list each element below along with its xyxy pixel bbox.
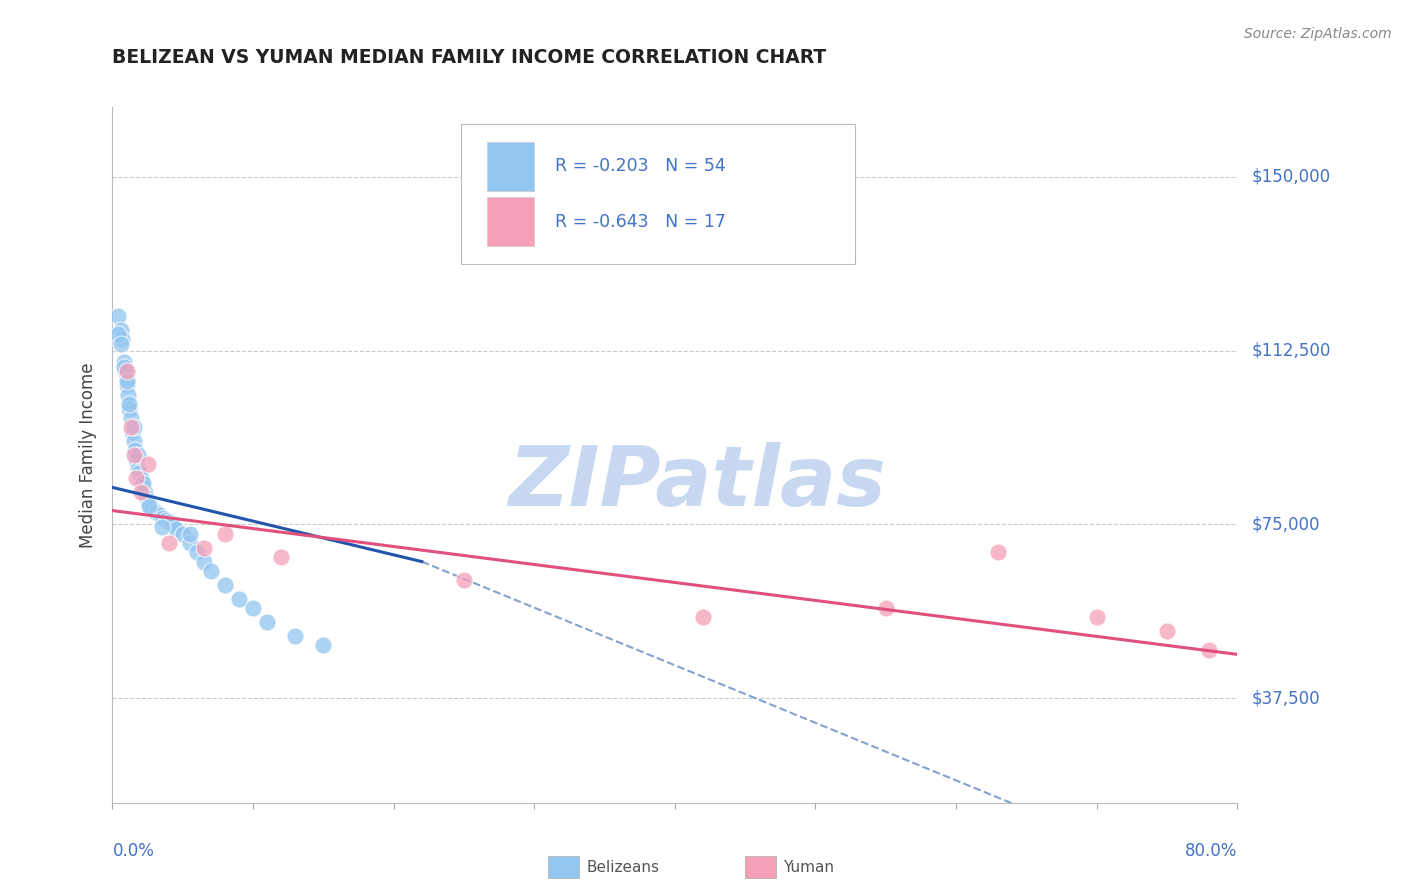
Point	[125, 452, 148, 467]
Point	[136, 494, 159, 508]
Point	[139, 499, 162, 513]
Y-axis label: Median Family Income: Median Family Income	[79, 362, 97, 548]
Point	[129, 471, 152, 485]
Text: BELIZEAN VS YUMAN MEDIAN FAMILY INCOME CORRELATION CHART: BELIZEAN VS YUMAN MEDIAN FAMILY INCOME C…	[112, 48, 827, 67]
Point	[152, 510, 174, 524]
FancyBboxPatch shape	[486, 197, 534, 246]
FancyBboxPatch shape	[486, 142, 534, 191]
FancyBboxPatch shape	[461, 124, 855, 263]
Point	[214, 578, 236, 592]
Point	[134, 485, 156, 500]
Text: $112,500: $112,500	[1251, 342, 1330, 359]
Point	[117, 387, 139, 401]
Point	[200, 564, 222, 578]
Point	[172, 526, 194, 541]
Text: $37,500: $37,500	[1251, 690, 1320, 707]
Point	[112, 359, 135, 374]
Point	[120, 410, 142, 425]
Text: ZIPatlas: ZIPatlas	[509, 442, 886, 524]
Point	[179, 526, 201, 541]
Point	[160, 517, 183, 532]
Point	[284, 629, 307, 643]
Point	[242, 601, 264, 615]
Text: $75,000: $75,000	[1251, 516, 1320, 533]
Point	[127, 448, 149, 462]
Point	[228, 591, 250, 606]
Point	[112, 355, 135, 369]
Point	[111, 332, 134, 346]
Point	[138, 499, 160, 513]
Point	[692, 610, 714, 624]
Point	[1156, 624, 1178, 639]
Point	[115, 378, 138, 392]
Point	[150, 520, 173, 534]
Point	[214, 526, 236, 541]
Point	[107, 327, 129, 342]
Point	[453, 573, 475, 587]
Point	[124, 443, 146, 458]
Point	[1085, 610, 1108, 624]
Point	[131, 475, 153, 490]
Point	[157, 536, 180, 550]
Point	[122, 420, 145, 434]
Point	[149, 508, 172, 523]
Point	[155, 513, 177, 527]
Point	[115, 364, 138, 378]
Point	[193, 541, 215, 555]
Point	[122, 434, 145, 448]
Point	[141, 501, 163, 516]
Text: 0.0%: 0.0%	[112, 842, 155, 860]
Point	[256, 615, 278, 629]
Point	[118, 397, 141, 411]
Text: 80.0%: 80.0%	[1185, 842, 1237, 860]
Point	[129, 485, 152, 500]
Point	[875, 601, 897, 615]
Text: Source: ZipAtlas.com: Source: ZipAtlas.com	[1244, 27, 1392, 41]
Point	[138, 497, 160, 511]
Point	[125, 471, 148, 485]
Point	[114, 364, 136, 378]
Text: R = -0.643   N = 17: R = -0.643 N = 17	[554, 213, 725, 231]
Point	[132, 475, 155, 490]
Point	[127, 462, 149, 476]
Point	[312, 638, 335, 652]
Point	[128, 467, 150, 481]
Point	[118, 401, 141, 416]
Point	[136, 457, 159, 471]
Point	[132, 480, 155, 494]
Point	[179, 536, 201, 550]
Point	[157, 515, 180, 529]
Point	[121, 425, 143, 439]
Point	[186, 545, 208, 559]
Text: R = -0.203   N = 54: R = -0.203 N = 54	[554, 157, 725, 175]
Point	[115, 374, 138, 388]
Text: $150,000: $150,000	[1251, 168, 1330, 186]
Text: Belizeans: Belizeans	[586, 860, 659, 874]
Point	[1198, 642, 1220, 657]
Point	[143, 503, 166, 517]
Point	[135, 490, 157, 504]
Point	[193, 555, 215, 569]
Point	[110, 336, 132, 351]
Point	[107, 309, 129, 323]
Text: Yuman: Yuman	[783, 860, 834, 874]
Point	[146, 506, 169, 520]
Point	[987, 545, 1010, 559]
Point	[110, 323, 132, 337]
Point	[120, 420, 142, 434]
Point	[122, 448, 145, 462]
Point	[165, 522, 187, 536]
Point	[270, 549, 292, 564]
